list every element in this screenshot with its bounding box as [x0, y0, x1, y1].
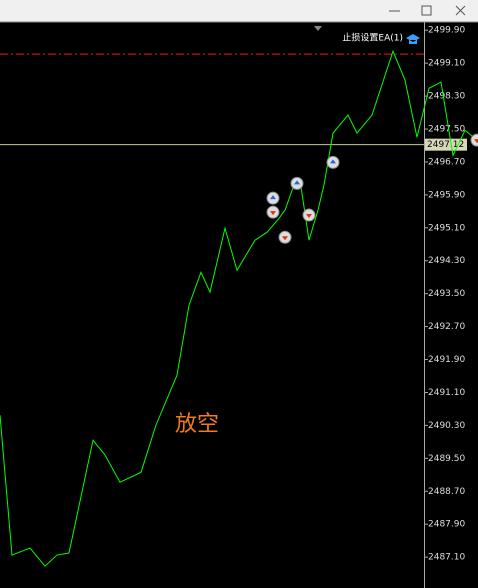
- y-tick-label: 2498.30: [428, 92, 465, 102]
- price-label: 2497.12: [427, 140, 464, 150]
- y-tick-label: 2487.10: [428, 553, 465, 563]
- trade-arrow: [270, 211, 276, 216]
- price-line-series: [0, 49, 478, 567]
- trade-arrow: [282, 236, 288, 241]
- trade-marker: [470, 133, 478, 147]
- y-tick-label: 2487.90: [428, 520, 465, 530]
- title-bar: [0, 0, 478, 22]
- expert-icon[interactable]: [406, 34, 420, 44]
- close-button[interactable]: [455, 5, 466, 16]
- y-tick-label: 2499.10: [428, 59, 465, 69]
- y-tick-label: 2488.70: [428, 487, 465, 497]
- y-tick-label: 2495.10: [428, 223, 465, 233]
- y-tick-label: 2493.50: [428, 289, 465, 299]
- y-tick-label: 2491.10: [428, 388, 465, 398]
- y-tick-label: 2496.70: [428, 157, 465, 167]
- y-tick-label: 2489.50: [428, 454, 465, 464]
- y-tick-label: 2499.90: [428, 26, 465, 36]
- shift-marker: [314, 26, 322, 31]
- y-tick-label: 2490.30: [428, 421, 465, 431]
- annotation: 放空: [175, 412, 219, 437]
- y-tick-label: 2491.90: [428, 355, 465, 365]
- trade-arrow: [330, 159, 336, 164]
- trade-arrow: [270, 195, 276, 200]
- trade-arrow: [306, 214, 312, 219]
- maximize-button[interactable]: [421, 5, 432, 16]
- trade-arrow: [474, 139, 478, 144]
- y-tick-label: 2494.30: [428, 256, 465, 266]
- trade-arrow: [294, 180, 300, 185]
- y-tick-label: 2492.70: [428, 322, 465, 332]
- y-tick-label: 2495.90: [428, 190, 465, 200]
- expert-label: 止损设置EA(1): [342, 32, 403, 44]
- y-tick-label: 2497.50: [428, 125, 465, 135]
